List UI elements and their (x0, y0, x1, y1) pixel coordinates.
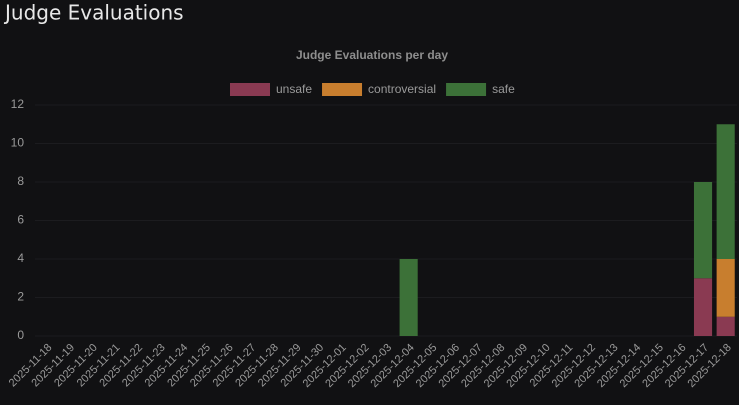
bar-segment (716, 259, 735, 317)
legend-label: unsafe (276, 82, 312, 96)
legend-swatch (230, 83, 270, 96)
legend-swatch (446, 83, 487, 96)
legend-label: controversial (368, 82, 436, 96)
y-tick-label: 4 (17, 251, 24, 265)
y-tick-label: 8 (17, 174, 24, 188)
y-tick-label: 10 (11, 136, 25, 150)
bar-segment (716, 316, 735, 336)
y-tick-label: 6 (17, 213, 24, 227)
chart-title: Judge Evaluations per day (296, 48, 448, 62)
y-tick-label: 12 (11, 97, 25, 111)
bar-segment (693, 182, 713, 279)
page-title: Judge Evaluations (3, 1, 184, 25)
legend-swatch (322, 83, 363, 96)
bar-segment (693, 278, 713, 336)
legend-label: safe (492, 82, 515, 96)
bar-segment (716, 124, 735, 259)
y-tick-label: 0 (17, 328, 24, 342)
y-tick-label: 2 (17, 290, 24, 304)
bar-segment (399, 259, 418, 336)
